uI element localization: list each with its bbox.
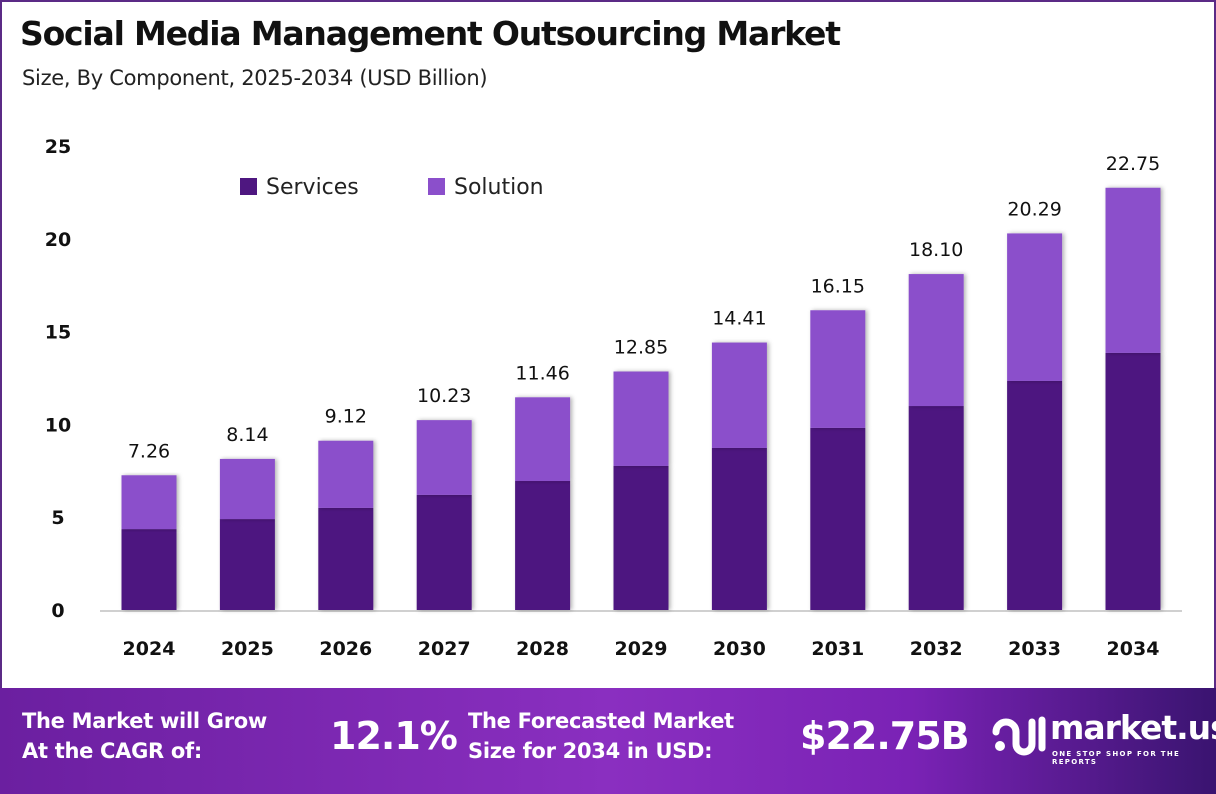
y-tick-label: 20	[45, 229, 71, 251]
bar-solution-2026	[318, 440, 374, 508]
x-tick-label: 2034	[1107, 638, 1160, 660]
legend-label-solution: Solution	[454, 175, 544, 200]
forecast-label-line2: Size for 2034 in USD:	[468, 739, 713, 763]
legend-label-services: Services	[266, 175, 359, 200]
data-label: 16.15	[811, 275, 865, 297]
bar-services-2029	[613, 465, 669, 610]
bar-services-2033	[1007, 380, 1063, 610]
data-label: 10.23	[417, 385, 471, 407]
data-label: 18.10	[909, 239, 963, 261]
y-tick-label: 0	[51, 600, 64, 622]
bar-services-2025	[219, 519, 275, 610]
bar-solution-2033	[1007, 233, 1063, 381]
chart-subtitle: Size, By Component, 2025-2034 (USD Billi…	[22, 66, 488, 90]
bar-solution-2024	[121, 475, 177, 530]
x-tick-label: 2025	[221, 638, 274, 660]
bar-services-2034	[1105, 352, 1161, 610]
x-tick-label: 2031	[811, 638, 864, 660]
data-label: 9.12	[325, 406, 367, 428]
x-tick-label: 2027	[418, 638, 471, 660]
market-us-logo: market.us ONE STOP SHOP FOR THE REPORTS	[992, 706, 1216, 766]
bar-solution-2027	[416, 420, 472, 495]
bar-solution-2028	[515, 397, 571, 482]
x-tick-label: 2030	[713, 638, 766, 660]
cagr-label: The Market will Grow At the CAGR of:	[22, 706, 267, 766]
cagr-value: 12.1%	[330, 714, 458, 758]
y-tick-label: 10	[45, 414, 71, 436]
bar-services-2027	[416, 494, 472, 610]
data-label: 11.46	[515, 362, 569, 384]
forecast-label: The Forecasted Market Size for 2034 in US…	[468, 706, 734, 766]
x-tick-label: 2024	[123, 638, 176, 660]
data-label: 22.75	[1106, 153, 1160, 175]
y-tick-label: 15	[45, 322, 71, 344]
bar-services-2030	[711, 447, 767, 610]
data-label: 7.26	[128, 440, 170, 462]
legend-swatch-services	[240, 178, 257, 195]
y-tick-label: 25	[45, 136, 71, 158]
bar-solution-2025	[219, 458, 275, 520]
cagr-label-line1: The Market will Grow	[22, 709, 267, 733]
data-label: 8.14	[226, 424, 268, 446]
bar-services-2031	[810, 427, 866, 610]
bar-solution-2031	[810, 310, 866, 428]
bar-chart: 05101520257.2620248.1420259.12202610.232…	[45, 136, 1182, 660]
logo-mark-icon	[992, 716, 1046, 756]
bar-services-2026	[318, 507, 374, 610]
legend-swatch-solution	[428, 178, 445, 195]
bar-services-2032	[908, 406, 964, 610]
bar-solution-2030	[711, 342, 767, 448]
forecast-value: $22.75B	[800, 714, 970, 758]
data-label: 14.41	[712, 308, 766, 330]
data-label: 12.85	[614, 337, 668, 359]
logo-tagline: ONE STOP SHOP FOR THE REPORTS	[1052, 750, 1181, 766]
footer-banner: The Market will Grow At the CAGR of: 12.1…	[0, 688, 1216, 794]
x-tick-label: 2028	[516, 638, 569, 660]
bar-services-2024	[121, 529, 177, 610]
forecast-label-line1: The Forecasted Market	[468, 709, 734, 733]
x-tick-label: 2029	[615, 638, 668, 660]
bar-solution-2034	[1105, 187, 1161, 353]
bar-solution-2032	[908, 274, 964, 407]
cagr-label-line2: At the CAGR of:	[22, 739, 202, 763]
chart-title: Social Media Management Outsourcing Mark…	[20, 14, 841, 53]
logo-name: market.us	[1050, 708, 1216, 747]
data-label: 20.29	[1007, 198, 1061, 220]
bar-services-2028	[515, 481, 571, 610]
bar-solution-2029	[613, 371, 669, 466]
x-tick-label: 2026	[319, 638, 372, 660]
y-tick-label: 5	[51, 507, 64, 529]
x-tick-label: 2032	[910, 638, 963, 660]
x-tick-label: 2033	[1008, 638, 1061, 660]
